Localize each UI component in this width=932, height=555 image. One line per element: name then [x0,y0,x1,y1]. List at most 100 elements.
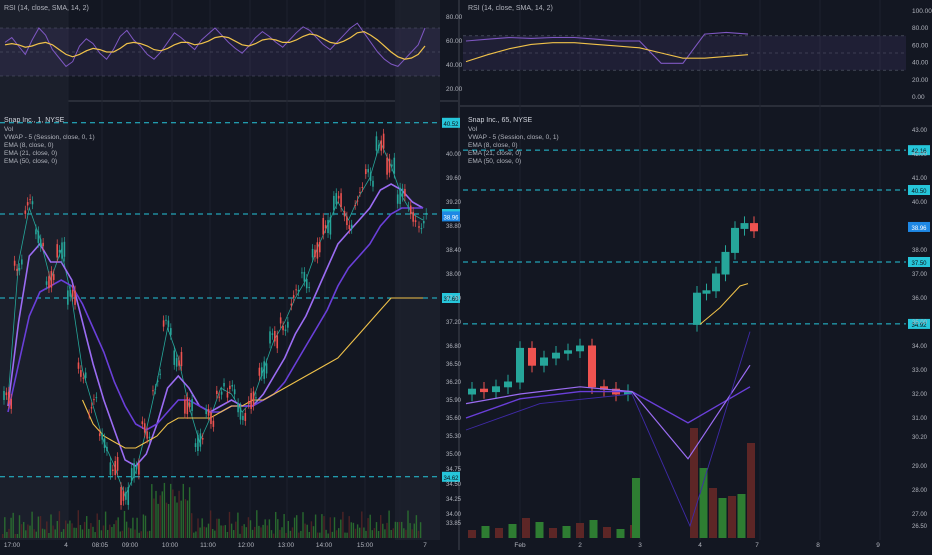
left-candle-body [250,393,252,409]
left-volume-bar [405,529,407,538]
left-volume-bar [109,524,111,538]
left-candle-body [67,290,69,305]
left-volume-bar [354,528,357,538]
left-candle-body [220,391,223,395]
left-candle-body [29,199,31,201]
right-volume-bar [690,428,698,538]
left-candle-body [188,402,191,408]
left-candle-body [343,211,346,217]
left-volume-bar [33,529,35,538]
left-volume-bar [419,522,422,538]
right-time-tick: 3 [638,542,642,549]
left-volume-bar [44,529,46,538]
right-volume-bar [522,518,530,538]
left-candle-body [167,320,170,327]
left-candle-body [311,248,314,258]
left-volume-bar [251,529,254,538]
left-volume-bar [23,521,25,538]
left-candle-body [378,144,380,149]
left-time-tick: 13:00 [278,542,295,549]
left-volume-bar [167,503,170,538]
left-volume-bar [327,533,329,538]
left-candle-body [223,383,225,387]
left-price-tick: 40.00 [446,152,462,158]
left-candle-body [216,390,218,395]
left-volume-bar [396,522,399,538]
left-candle-body [63,241,66,257]
left-volume-bar [249,520,252,538]
right-ema21 [465,386,751,424]
left-volume-bar [39,516,42,538]
left-volume-bar [193,532,195,538]
right-volume-bar [576,523,584,538]
left-candle-body [404,188,406,197]
left-volume-bar [228,511,231,538]
left-price-tick: 38.00 [446,272,462,278]
left-candle-body [194,443,197,448]
left-candle-body [295,289,297,291]
right-volume-bar [468,530,476,538]
left-volume-bar [46,521,48,538]
right-volume-bar [747,443,755,538]
left-volume-bar [134,529,136,538]
right-candle-body [480,388,488,393]
left-candle-body [269,331,271,344]
left-volume-bar [401,521,403,538]
left-volume-bar [237,512,239,538]
left-volume-bar [344,532,346,538]
left-candle-body [74,290,76,305]
left-volume-bar [289,530,292,538]
left-volume-bar [20,524,23,538]
left-price-tick: 34.00 [446,512,462,518]
left-candle-body [201,438,204,440]
left-candle-body [184,399,186,414]
left-volume-bar [384,529,386,538]
left-volume-bar [207,523,210,538]
left-candle-body [324,225,327,229]
left-volume-bar [161,491,163,538]
left-volume-bar [394,521,397,538]
left-volume-bar [245,527,247,538]
left-candle-body [340,193,342,208]
left-candle-body [143,423,146,433]
left-volume-bar [69,520,71,538]
left-level-tag [442,117,460,128]
left-candle-body [156,380,159,382]
left-volume-bar [342,511,344,538]
left-volume-bar [306,524,308,538]
right-candle-body [702,290,711,294]
left-candle-body [237,403,239,413]
left-candle-body [71,289,74,297]
left-volume-bar [83,521,86,538]
left-volume-bar [415,515,418,538]
right-legend-item: Vol [468,126,478,133]
left-volume-bar [314,514,317,538]
left-volume-bar [163,482,166,538]
left-volume-bar [184,499,187,538]
right-time-tick: 4 [698,542,702,549]
right-vwap [699,283,749,325]
left-volume-bar [52,525,54,538]
afterhours-shade-left [395,0,440,540]
left-candle-body [274,331,276,342]
left-candle-body [37,231,40,243]
left-candle-body [50,271,53,288]
left-price-tick: 35.60 [446,416,462,422]
right-rsi-line [465,31,749,64]
left-candle-body [93,399,95,401]
left-volume-bar [365,530,367,538]
left-volume-bar [409,523,411,538]
left-volume-bar [256,510,258,538]
left-volume-bar [220,525,222,538]
left-volume-bar [287,521,289,538]
left-candle-body [39,239,42,247]
left-volume-bar [98,519,100,538]
left-volume-bar [16,533,19,538]
left-candle-body [10,398,12,409]
left-volume-bar [417,530,420,538]
left-candle-body [252,391,255,406]
left-volume-bar [293,517,296,538]
left-volume-bar [172,489,174,538]
